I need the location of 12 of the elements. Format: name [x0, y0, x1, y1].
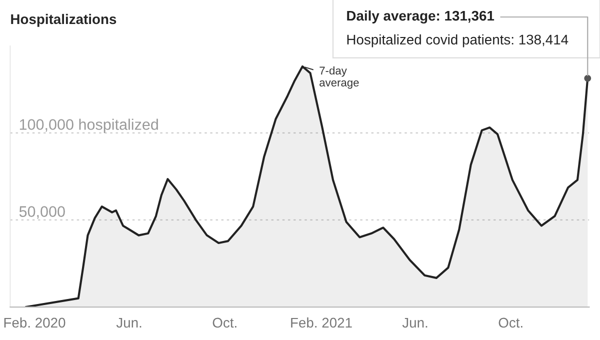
y-tick-label: 100,000 hospitalized [20, 118, 158, 133]
chart-title: Hospitalizations [11, 14, 116, 27]
x-tick-label: Jun. [402, 318, 428, 328]
x-tick-label: Feb. 2020 [4, 317, 66, 328]
x-tick-label: Jun. [116, 318, 142, 328]
annotation: Daily average: 131,361 [347, 10, 494, 24]
x-tick-label: Oct. [212, 318, 236, 328]
x-tick-label: Feb. 2021 [291, 317, 352, 328]
y-tick-label: 50,000 [19, 206, 65, 219]
annotation: 7-day average [320, 66, 359, 89]
x-tick-label: Oct. [498, 318, 522, 328]
annotation: Hospitalized covid patients: 138,414 [347, 34, 568, 48]
